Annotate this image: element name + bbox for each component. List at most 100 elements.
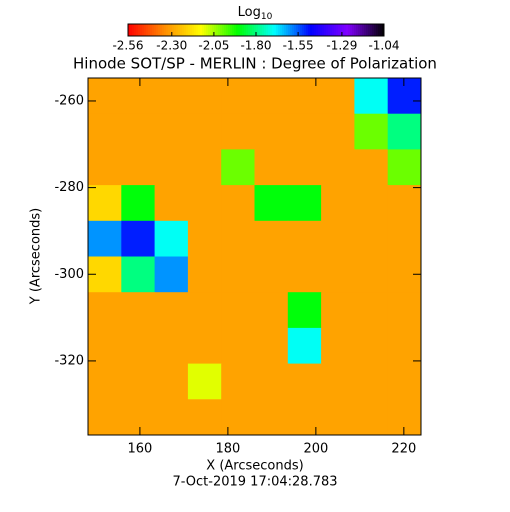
heat-cell <box>254 292 289 329</box>
heat-cell <box>88 149 122 186</box>
colorbar-swatch <box>172 24 175 36</box>
colorbar-swatch <box>130 24 133 36</box>
colorbar-swatch <box>182 24 185 36</box>
colorbar-swatch <box>138 24 141 36</box>
heat-cell <box>321 292 355 329</box>
colorbar-swatch <box>198 24 201 36</box>
heat-cell <box>254 78 289 115</box>
heat-cell <box>221 185 255 222</box>
colorbar-swatch <box>278 24 281 36</box>
y-tick-label: -320 <box>54 353 84 368</box>
heat-cell <box>254 149 289 186</box>
heat-cell <box>154 292 189 329</box>
heat-cell <box>154 327 189 365</box>
colorbar-swatch <box>252 24 255 36</box>
heat-cell <box>321 185 355 222</box>
heat-cell <box>354 292 389 329</box>
heat-cell <box>88 220 122 257</box>
heat-cell <box>354 149 389 186</box>
colorbar-swatch <box>128 24 131 36</box>
heat-cell <box>221 78 255 115</box>
colorbar-swatch <box>346 24 349 36</box>
heat-cell <box>88 113 122 150</box>
heat-cell <box>154 399 189 436</box>
colorbar-swatch <box>262 24 265 36</box>
colorbar-swatch <box>148 24 151 36</box>
colorbar-tick-label: -1.29 <box>326 39 357 53</box>
heat-cell <box>121 113 156 150</box>
colorbar-swatch <box>322 24 325 36</box>
x-tick-label: 220 <box>391 442 416 457</box>
colorbar-swatch <box>256 24 259 36</box>
colorbar-swatch <box>170 24 173 36</box>
heat-cell <box>321 256 355 293</box>
colorbar-swatch <box>324 24 327 36</box>
colorbar-swatch <box>260 24 263 36</box>
colorbar-tick-label: -2.56 <box>112 39 143 53</box>
colorbar-swatch <box>374 24 377 36</box>
heat-cell <box>354 78 389 115</box>
heat-cell <box>387 149 422 186</box>
colorbar-swatch <box>136 24 139 36</box>
colorbar-swatch <box>342 24 345 36</box>
heat-cell <box>221 149 255 186</box>
colorbar-swatch <box>274 24 277 36</box>
heat-cell <box>321 220 355 257</box>
colorbar-tick-label: -1.80 <box>240 39 271 53</box>
heat-cell <box>154 363 189 400</box>
colorbar-swatch <box>178 24 181 36</box>
colorbar-swatch <box>234 24 237 36</box>
colorbar-swatch <box>214 24 217 36</box>
colorbar-swatch <box>348 24 351 36</box>
colorbar-swatch <box>284 24 287 36</box>
colorbar-swatch <box>328 24 331 36</box>
heat-cell <box>221 327 255 365</box>
colorbar-swatch <box>290 24 293 36</box>
heat-cell <box>221 113 255 150</box>
colorbar-swatch <box>268 24 271 36</box>
colorbar-swatch <box>380 24 383 36</box>
colorbar-swatch <box>246 24 249 36</box>
colorbar-swatch <box>168 24 171 36</box>
colorbar-swatch <box>154 24 157 36</box>
colorbar-swatch <box>164 24 167 36</box>
colorbar-swatch <box>240 24 243 36</box>
heat-cell <box>154 220 189 257</box>
heat-cell <box>187 327 222 365</box>
colorbar-swatch <box>318 24 321 36</box>
colorbar-swatch <box>250 24 253 36</box>
colorbar-swatch <box>176 24 179 36</box>
colorbar-swatch <box>180 24 183 36</box>
colorbar-swatch <box>382 24 385 36</box>
colorbar-swatch <box>190 24 193 36</box>
heat-cell <box>387 185 422 222</box>
heat-cell <box>121 292 156 329</box>
colorbar-swatch <box>304 24 307 36</box>
colorbar-swatch <box>330 24 333 36</box>
heat-cell <box>254 185 289 222</box>
heat-cell <box>221 399 255 436</box>
colorbar-tick-label: -1.55 <box>283 39 314 53</box>
colorbar-swatch <box>202 24 205 36</box>
heat-cell <box>121 327 156 365</box>
heat-cell <box>387 292 422 329</box>
heat-cell <box>121 399 156 436</box>
heat-cell <box>88 327 122 365</box>
heat-cell <box>354 185 389 222</box>
colorbar-swatch <box>294 24 297 36</box>
chart-title: Hinode SOT/SP - MERLIN : Degree of Polar… <box>73 55 437 73</box>
colorbar-swatch <box>316 24 319 36</box>
heat-cell <box>287 149 322 186</box>
heat-cell <box>187 363 222 400</box>
colorbar-swatch <box>160 24 163 36</box>
y-axis-label: Y (Arcseconds) <box>29 208 44 305</box>
colorbar-swatch <box>238 24 241 36</box>
colorbar-swatch <box>232 24 235 36</box>
colorbar-swatch <box>358 24 361 36</box>
heat-cell <box>354 113 389 150</box>
colorbar-swatch <box>286 24 289 36</box>
heat-cell <box>287 220 322 257</box>
y-tick-label: -260 <box>54 93 84 108</box>
colorbar-swatch <box>298 24 301 36</box>
